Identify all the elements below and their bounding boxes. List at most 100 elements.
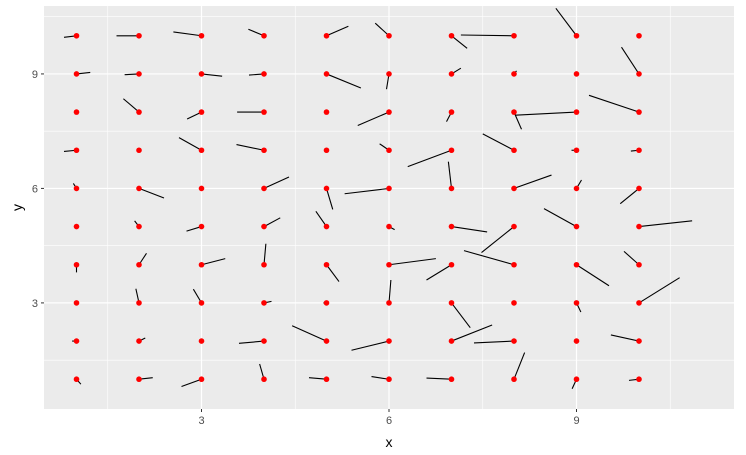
vector-segment — [623, 250, 640, 266]
data-point — [636, 300, 642, 306]
vector-segment — [451, 226, 488, 233]
data-point — [73, 71, 80, 77]
x-tick-label: 3 — [198, 415, 204, 427]
vector-segment — [451, 35, 468, 49]
data-point — [511, 376, 517, 383]
data-point — [261, 32, 267, 39]
data-point — [73, 147, 80, 154]
data-point — [386, 300, 392, 306]
data-point — [323, 338, 330, 344]
data-point — [261, 147, 267, 154]
data-point — [636, 71, 642, 77]
vector-segments — [63, 7, 693, 390]
data-point — [636, 32, 642, 39]
data-point — [448, 223, 455, 230]
data-point — [636, 147, 642, 154]
vector-segment — [374, 22, 390, 37]
vector-segment — [315, 211, 327, 227]
data-point — [136, 71, 142, 77]
data-point — [136, 300, 142, 306]
data-point — [448, 147, 455, 154]
vector-segment — [543, 208, 577, 228]
data-point — [73, 223, 80, 230]
data-point — [573, 109, 580, 115]
vector-segment — [426, 264, 452, 281]
data-point — [573, 32, 580, 39]
data-point — [636, 185, 642, 192]
data-point — [261, 261, 267, 268]
data-point — [73, 32, 80, 39]
data-point — [511, 338, 517, 344]
data-point — [511, 261, 517, 268]
data-point — [73, 338, 80, 344]
vector-segment — [513, 352, 526, 380]
y-axis-title: y — [9, 204, 25, 211]
vector-segment — [263, 176, 290, 189]
data-point — [573, 147, 580, 154]
data-point — [198, 261, 205, 268]
data-point — [386, 185, 392, 192]
data-point — [511, 185, 517, 192]
y-tick-label: 3 — [32, 298, 38, 310]
data-point — [511, 147, 517, 154]
data-point — [198, 300, 205, 306]
data-point — [261, 223, 267, 230]
data-point — [198, 376, 205, 383]
data-point — [448, 376, 455, 383]
vector-segment — [263, 243, 267, 265]
vector-segment — [248, 28, 265, 37]
vector-segment — [588, 94, 640, 113]
vector-segment — [238, 340, 265, 344]
data-point — [448, 185, 455, 192]
data-point — [198, 338, 205, 344]
vector-segment — [482, 133, 515, 151]
vector-segment — [326, 25, 349, 37]
vector-segment — [351, 340, 390, 351]
vector-segment — [326, 73, 362, 89]
data-point — [573, 185, 580, 192]
data-point — [73, 185, 80, 192]
data-point — [386, 109, 392, 115]
vector-segment — [451, 324, 493, 342]
vector-segment — [308, 377, 327, 380]
vector-segment — [451, 302, 471, 329]
data-point — [386, 32, 392, 39]
data-point — [511, 223, 517, 230]
data-point — [386, 223, 392, 230]
data-point — [573, 300, 580, 306]
vector-segment — [388, 258, 436, 266]
x-tick-label: 6 — [386, 415, 392, 427]
data-point — [136, 109, 142, 115]
data-point — [636, 223, 642, 230]
vector-segment — [515, 111, 577, 116]
data-point — [386, 147, 392, 154]
data-points — [73, 32, 642, 383]
vector-segment — [138, 187, 165, 199]
vector-segment — [555, 7, 577, 37]
x-axis: 3 6 9 — [198, 409, 580, 427]
data-point — [323, 147, 330, 154]
vector-segment — [638, 277, 680, 304]
data-point — [198, 71, 205, 77]
data-point — [448, 109, 455, 115]
data-point — [73, 376, 80, 383]
data-point — [136, 376, 142, 383]
data-point — [198, 185, 205, 192]
data-point — [73, 261, 80, 268]
data-point — [323, 109, 330, 115]
data-point — [386, 338, 392, 344]
y-axis: 3 6 9 — [32, 69, 44, 310]
vector-segment — [576, 264, 610, 287]
data-point — [636, 109, 642, 115]
vector-segment — [371, 376, 390, 380]
data-point — [261, 376, 267, 383]
vector-segment — [447, 161, 453, 189]
data-point — [636, 261, 642, 268]
data-point — [198, 109, 205, 115]
data-point — [261, 109, 267, 115]
vector-segment — [426, 377, 452, 380]
vector-segment — [621, 46, 640, 75]
data-point — [511, 109, 517, 115]
data-point — [323, 223, 330, 230]
